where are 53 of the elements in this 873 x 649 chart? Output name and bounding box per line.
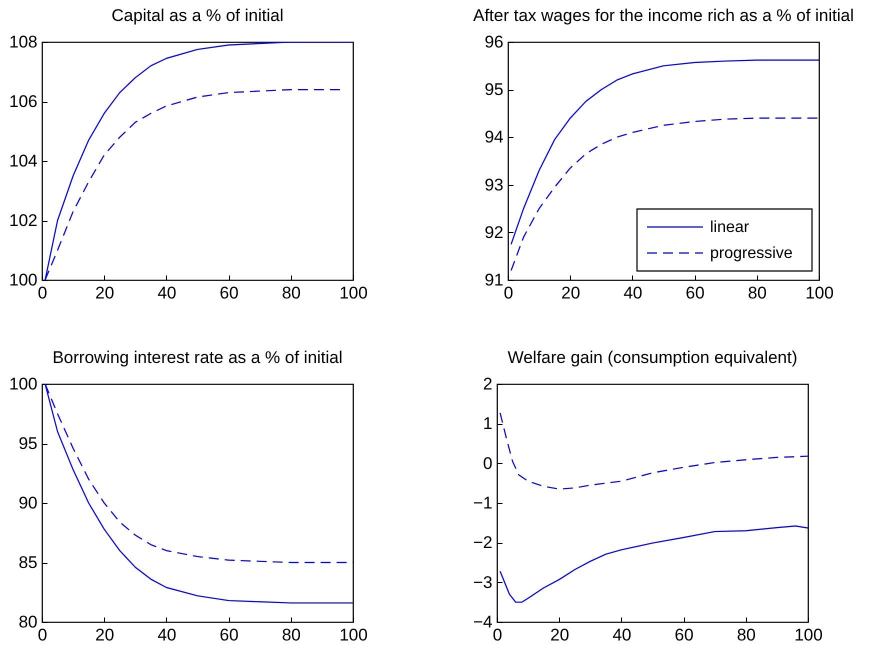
line-series [510, 118, 819, 272]
x-tick-label: 40 [612, 626, 632, 644]
y-tick-label: 0 [483, 454, 492, 473]
y-tick-label: 95 [18, 434, 38, 453]
x-tick-label: 60 [220, 626, 239, 644]
chart-title: Capital as a % of initial [112, 6, 284, 25]
legend-label: progressive [710, 245, 793, 262]
y-tick-label: 102 [9, 211, 38, 230]
x-tick-label: 100 [339, 284, 368, 302]
y-tick-label: −4 [473, 612, 492, 632]
x-tick-label: 40 [623, 284, 642, 302]
x-tick-label: 20 [95, 626, 114, 644]
y-tick-label: 93 [484, 175, 504, 194]
chart-title: Welfare gain (consumption equivalent) [508, 348, 798, 367]
line-series [500, 525, 808, 603]
y-tick-label: −1 [473, 494, 492, 512]
x-tick-label: 20 [561, 284, 580, 302]
x-tick-label: 60 [220, 284, 239, 302]
y-tick-label: 92 [484, 222, 504, 242]
x-tick-label: 80 [748, 284, 767, 302]
x-tick-label: 40 [157, 626, 176, 644]
y-tick-label: −3 [473, 572, 492, 592]
y-tick-label: 85 [18, 553, 38, 572]
x-tick-label: 80 [736, 626, 756, 644]
y-tick-label: 80 [18, 612, 38, 632]
chart-title: After tax wages for the income rich as a % of initial [473, 6, 854, 25]
x-tick-label: 100 [339, 626, 368, 644]
x-tick-label: 100 [805, 284, 834, 302]
y-tick-label: 90 [18, 494, 38, 512]
x-tick-label: 20 [95, 284, 114, 302]
line-series [500, 412, 808, 490]
x-tick-label: 60 [686, 284, 705, 302]
y-tick-label: 94 [484, 128, 504, 147]
y-tick-label: 106 [9, 92, 38, 111]
y-tick-label: 100 [9, 270, 38, 290]
x-tick-label: 100 [794, 626, 823, 644]
y-tick-label: 96 [484, 32, 504, 52]
y-tick-label: 2 [483, 374, 492, 394]
y-tick-label: 95 [484, 80, 504, 100]
chart-title: Borrowing interest rate as a % of initial [52, 348, 343, 367]
y-tick-label: 91 [484, 270, 504, 290]
x-tick-label: 80 [282, 284, 301, 302]
x-tick-label: 60 [674, 626, 694, 644]
y-tick-label: 108 [9, 32, 38, 52]
y-tick-label: −2 [473, 533, 492, 552]
legend-label: linear [710, 219, 750, 236]
y-tick-label: 104 [9, 152, 38, 170]
x-tick-label: 80 [282, 626, 301, 644]
x-tick-label: 20 [550, 626, 570, 644]
line-series [510, 59, 819, 245]
y-tick-label: 1 [483, 414, 492, 434]
x-tick-label: 40 [157, 284, 176, 302]
y-tick-label: 100 [9, 374, 38, 394]
